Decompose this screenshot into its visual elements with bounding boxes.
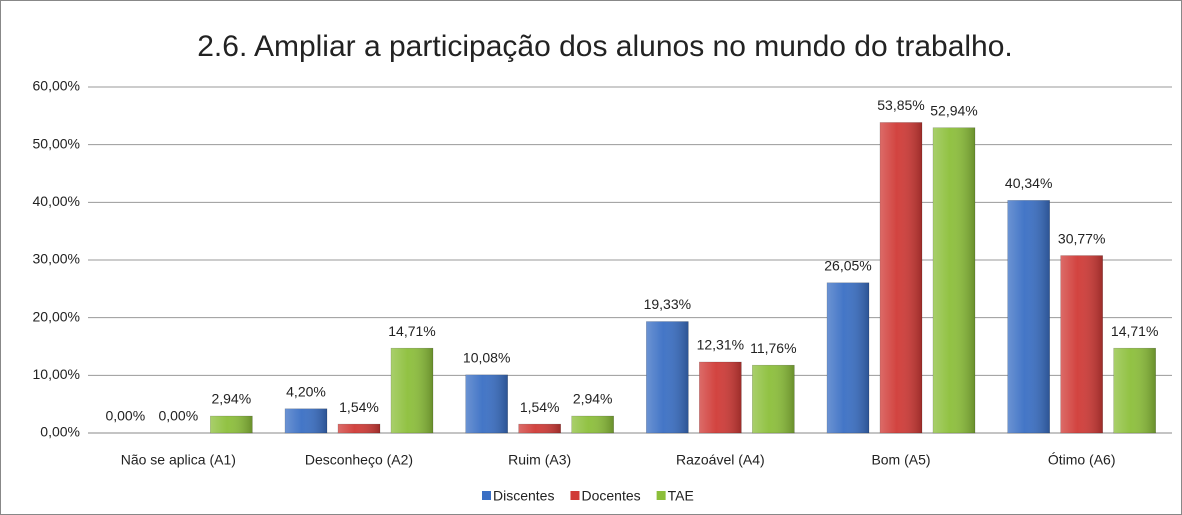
value-label: 4,20% bbox=[286, 383, 326, 399]
value-label: 19,33% bbox=[644, 296, 691, 312]
legend-swatch bbox=[570, 491, 580, 500]
bar bbox=[932, 127, 976, 434]
value-label: 53,85% bbox=[877, 97, 924, 113]
value-label: 10,08% bbox=[463, 350, 510, 366]
x-tick-label: Razoável (A4) bbox=[676, 452, 765, 468]
value-label: 40,34% bbox=[1005, 175, 1052, 191]
bar bbox=[752, 364, 795, 434]
bar bbox=[465, 374, 508, 434]
value-label: 2,94% bbox=[573, 391, 613, 407]
bar bbox=[284, 408, 328, 434]
bar bbox=[1113, 347, 1156, 434]
bar bbox=[1007, 200, 1050, 434]
chart-title: 2.6. Ampliar a participação dos alunos n… bbox=[197, 30, 1013, 63]
legend-label: Docentes bbox=[581, 488, 640, 504]
bar bbox=[210, 415, 253, 434]
value-label: 14,71% bbox=[1111, 323, 1158, 339]
bar bbox=[699, 361, 742, 434]
bar bbox=[1060, 255, 1103, 434]
bar bbox=[518, 423, 561, 434]
value-label: 1,54% bbox=[339, 399, 379, 415]
y-tick-label: 40,00% bbox=[33, 193, 80, 209]
bar bbox=[571, 415, 614, 434]
value-label: 0,00% bbox=[158, 408, 198, 424]
legend-swatch bbox=[656, 491, 666, 500]
x-tick-label: Desconheço (A2) bbox=[305, 452, 413, 468]
bar bbox=[390, 347, 434, 434]
legend-label: Discentes bbox=[493, 488, 554, 504]
value-label: 14,71% bbox=[388, 323, 435, 339]
y-tick-label: 20,00% bbox=[33, 308, 80, 324]
x-tick-label: Ótimo (A6) bbox=[1048, 452, 1116, 468]
y-tick-label: 60,00% bbox=[33, 78, 80, 94]
y-tick-label: 50,00% bbox=[33, 135, 80, 151]
value-label: 2,94% bbox=[211, 391, 251, 407]
y-tick-label: 30,00% bbox=[33, 251, 80, 267]
value-label: 26,05% bbox=[824, 257, 871, 273]
legend-label: TAE bbox=[668, 488, 694, 504]
value-label: 1,54% bbox=[520, 399, 560, 415]
bar bbox=[826, 282, 870, 434]
bar bbox=[879, 122, 923, 434]
y-tick-label: 10,00% bbox=[33, 366, 80, 382]
bar bbox=[337, 423, 381, 434]
x-tick-label: Não se aplica (A1) bbox=[121, 452, 236, 468]
value-label: 52,94% bbox=[930, 102, 977, 118]
bar bbox=[646, 321, 689, 434]
value-label: 0,00% bbox=[105, 408, 145, 424]
value-label: 30,77% bbox=[1058, 230, 1105, 246]
legend-swatch bbox=[482, 491, 491, 500]
x-tick-label: Bom (A5) bbox=[871, 452, 930, 468]
value-label: 11,76% bbox=[750, 340, 796, 356]
x-tick-label: Ruim (A3) bbox=[508, 452, 571, 468]
y-tick-label: 0,00% bbox=[40, 424, 80, 440]
value-label: 12,31% bbox=[697, 337, 744, 353]
